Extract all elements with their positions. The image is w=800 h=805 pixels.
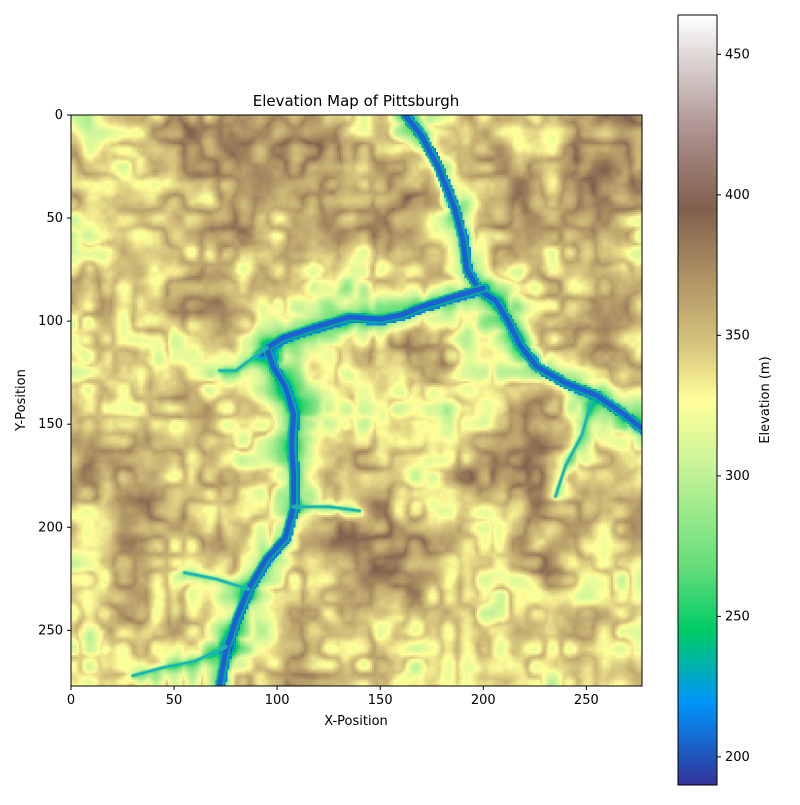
rivers-layer <box>130 115 642 686</box>
y-axis-label: Y-Position <box>14 369 29 432</box>
x-axis-label: X-Position <box>324 714 388 729</box>
y-tick-label: 100 <box>38 314 63 329</box>
colorbar-tick-label: 250 <box>725 609 750 624</box>
colorbar-gradient <box>677 14 718 786</box>
x-tick-label: 250 <box>574 693 599 708</box>
river-channel <box>218 346 268 372</box>
colorbar-tick-label: 400 <box>725 188 750 203</box>
plot-area <box>71 115 642 686</box>
colorbar-ticks: 200 250 300 350 400 450 <box>717 47 750 765</box>
x-tick-label: 200 <box>471 693 496 708</box>
y-tick-label: 0 <box>55 108 63 123</box>
river-channel <box>131 645 227 677</box>
river-channel <box>292 505 361 512</box>
x-axis: 0 50 100 150 200 250 <box>67 686 599 708</box>
river-channel <box>554 402 592 498</box>
plot-frame <box>70 114 643 687</box>
river-channel <box>216 285 486 686</box>
river-channel <box>183 571 250 591</box>
chart-title: Elevation Map of Pittsburgh <box>253 92 460 110</box>
x-tick-label: 50 <box>166 693 183 708</box>
colorbar-tick-label: 350 <box>725 328 750 343</box>
colorbar-tick-label: 300 <box>725 469 750 484</box>
elevation-heatmap-image <box>71 115 642 686</box>
colorbar-tick-label: 450 <box>725 47 750 62</box>
x-tick-label: 100 <box>265 693 290 708</box>
y-axis: 0 50 100 150 200 250 <box>38 108 71 638</box>
y-tick-label: 50 <box>46 211 63 226</box>
colorbar-label: Elevation (m) <box>758 356 773 443</box>
y-tick-label: 200 <box>38 520 63 535</box>
colorbar: 200 250 300 350 400 450 Elevation (m) <box>677 14 773 786</box>
x-tick-label: 0 <box>67 693 75 708</box>
x-tick-label: 150 <box>368 693 393 708</box>
river-channel <box>402 115 642 431</box>
y-tick-label: 150 <box>38 417 63 432</box>
y-tick-label: 250 <box>38 623 63 638</box>
colorbar-tick-label: 200 <box>725 750 750 765</box>
